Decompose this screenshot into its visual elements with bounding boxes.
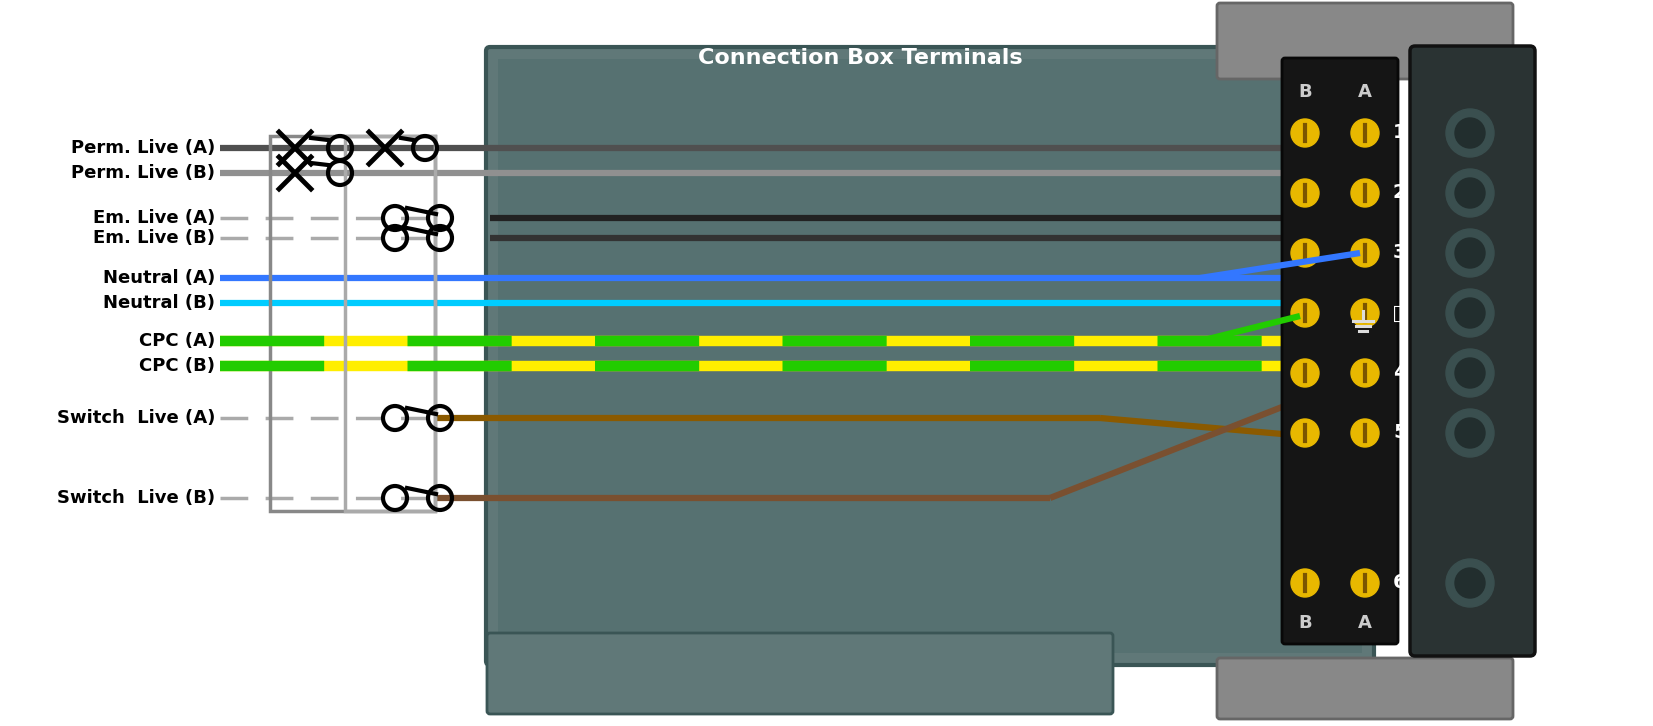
Bar xyxy=(345,136,435,511)
Circle shape xyxy=(1446,349,1494,397)
Text: B: B xyxy=(1298,614,1312,632)
Text: Perm. Live (A): Perm. Live (A) xyxy=(71,139,215,157)
Circle shape xyxy=(1291,419,1319,447)
Circle shape xyxy=(1455,118,1484,148)
Circle shape xyxy=(1351,119,1379,147)
Text: ⏚: ⏚ xyxy=(1393,303,1405,322)
Circle shape xyxy=(1291,179,1319,207)
Text: 3: 3 xyxy=(1393,243,1407,263)
Text: A: A xyxy=(1359,614,1372,632)
Circle shape xyxy=(1291,359,1319,387)
Circle shape xyxy=(1291,569,1319,597)
Text: Em. Live (B): Em. Live (B) xyxy=(93,229,215,247)
Circle shape xyxy=(1351,419,1379,447)
Text: 5: 5 xyxy=(1393,423,1407,443)
FancyBboxPatch shape xyxy=(486,47,1374,665)
Text: CPC (A): CPC (A) xyxy=(139,332,215,350)
Circle shape xyxy=(1446,409,1494,457)
Text: Perm. Live (B): Perm. Live (B) xyxy=(71,164,215,182)
Text: Switch  Live (A): Switch Live (A) xyxy=(56,409,215,427)
Circle shape xyxy=(1291,239,1319,267)
FancyBboxPatch shape xyxy=(488,633,1112,714)
Circle shape xyxy=(1291,299,1319,327)
Text: A: A xyxy=(1359,83,1372,101)
Circle shape xyxy=(1291,119,1319,147)
Text: B: B xyxy=(1298,83,1312,101)
Circle shape xyxy=(1446,109,1494,157)
FancyBboxPatch shape xyxy=(1283,58,1398,644)
Circle shape xyxy=(1455,568,1484,598)
Text: 6: 6 xyxy=(1393,574,1407,592)
Bar xyxy=(269,136,435,511)
Text: Connection Box Terminals: Connection Box Terminals xyxy=(698,48,1022,68)
Bar xyxy=(498,59,1362,653)
Circle shape xyxy=(1446,229,1494,277)
Circle shape xyxy=(1351,179,1379,207)
Circle shape xyxy=(1351,569,1379,597)
Circle shape xyxy=(1351,359,1379,387)
Circle shape xyxy=(1446,559,1494,607)
Circle shape xyxy=(1351,239,1379,267)
Text: CPC (B): CPC (B) xyxy=(139,357,215,375)
Circle shape xyxy=(1455,238,1484,268)
Circle shape xyxy=(1446,289,1494,337)
Circle shape xyxy=(1455,298,1484,328)
Text: Neutral (A): Neutral (A) xyxy=(102,269,215,287)
Circle shape xyxy=(1351,299,1379,327)
Text: Em. Live (A): Em. Live (A) xyxy=(93,209,215,227)
Text: 2: 2 xyxy=(1393,184,1407,203)
Circle shape xyxy=(1455,178,1484,208)
Text: 4: 4 xyxy=(1393,364,1407,383)
FancyBboxPatch shape xyxy=(1217,658,1512,719)
Circle shape xyxy=(1446,169,1494,217)
Circle shape xyxy=(1455,418,1484,448)
Text: 1: 1 xyxy=(1393,123,1407,142)
Text: Neutral (B): Neutral (B) xyxy=(102,294,215,312)
Circle shape xyxy=(1455,358,1484,388)
FancyBboxPatch shape xyxy=(1217,3,1512,79)
FancyBboxPatch shape xyxy=(1410,46,1536,656)
Text: Switch  Live (B): Switch Live (B) xyxy=(56,489,215,507)
